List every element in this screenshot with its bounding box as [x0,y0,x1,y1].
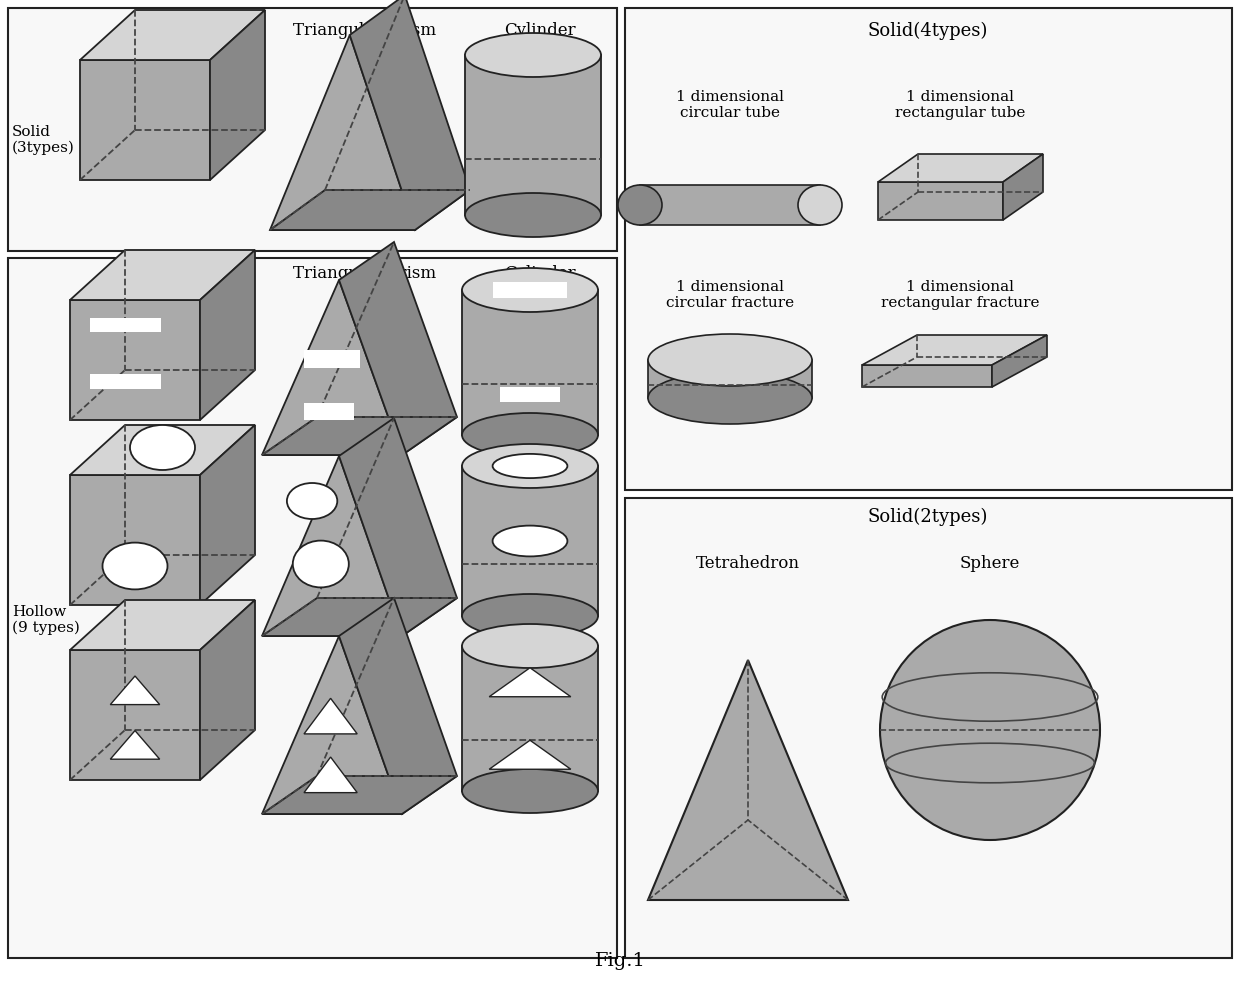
Polygon shape [200,425,255,605]
Polygon shape [69,600,255,650]
Polygon shape [339,598,458,814]
Polygon shape [69,475,200,605]
Polygon shape [200,250,255,420]
Circle shape [880,620,1100,840]
Text: 1 dimensional
circular tube: 1 dimensional circular tube [676,90,784,121]
Ellipse shape [463,769,598,813]
Ellipse shape [492,454,568,478]
Text: 1 dimensional
rectangular tube: 1 dimensional rectangular tube [895,90,1025,121]
Text: 1 dimensional
circular fracture: 1 dimensional circular fracture [666,280,794,310]
Polygon shape [81,60,210,180]
Ellipse shape [103,543,167,590]
Ellipse shape [463,268,598,312]
Polygon shape [490,667,570,697]
Bar [625,498,1233,958]
Bar [7,258,618,958]
Bar [463,646,598,791]
Polygon shape [304,698,357,734]
Ellipse shape [130,425,195,470]
Bar [89,374,161,388]
Text: Hollow
(9 types): Hollow (9 types) [12,605,79,635]
Bar [89,318,161,333]
Text: 1 dimensional
rectangular fracture: 1 dimensional rectangular fracture [880,280,1039,310]
Bar [500,386,560,402]
Text: Solid(4types): Solid(4types) [868,22,988,40]
Ellipse shape [463,624,598,668]
Ellipse shape [799,185,842,225]
Ellipse shape [618,185,662,225]
Polygon shape [69,300,200,420]
Polygon shape [262,776,458,814]
Bar [640,185,820,225]
Polygon shape [69,425,255,475]
Polygon shape [862,335,1047,365]
Text: Cuboid: Cuboid [160,22,219,39]
Polygon shape [339,242,458,455]
Ellipse shape [463,444,598,488]
Polygon shape [210,10,265,180]
Bar [7,8,618,251]
Polygon shape [262,280,402,455]
Polygon shape [339,418,458,636]
Ellipse shape [465,193,601,237]
Polygon shape [262,598,458,636]
Bar [304,402,355,420]
Bar [492,282,568,298]
Bar [304,350,360,368]
Text: Triangular Prism: Triangular Prism [294,22,436,39]
Polygon shape [304,757,357,793]
Ellipse shape [463,413,598,457]
Polygon shape [992,335,1047,387]
Ellipse shape [649,334,812,386]
Polygon shape [490,740,570,769]
Polygon shape [69,250,255,300]
Polygon shape [270,35,415,230]
Polygon shape [878,182,1003,220]
Polygon shape [350,0,470,230]
Ellipse shape [286,483,337,519]
Bar [649,360,812,398]
Polygon shape [1003,154,1043,220]
Polygon shape [110,676,160,704]
Ellipse shape [492,526,568,557]
Text: Triangular Prism: Triangular Prism [294,265,436,282]
Polygon shape [262,636,402,814]
Text: Cylinder: Cylinder [505,265,575,282]
Text: Tetrahedron: Tetrahedron [696,555,800,572]
Ellipse shape [293,541,348,588]
Text: Solid(2types): Solid(2types) [868,508,988,526]
Bar [625,8,1233,490]
Polygon shape [862,365,992,387]
Bar [463,466,598,616]
Ellipse shape [463,594,598,638]
Polygon shape [69,650,200,780]
Bar [465,55,601,215]
Polygon shape [110,731,160,759]
Text: Sphere: Sphere [960,555,1021,572]
Text: Cuboid: Cuboid [160,265,219,282]
Polygon shape [649,660,848,900]
Ellipse shape [465,33,601,77]
Polygon shape [878,154,1043,182]
Bar [463,290,598,435]
Polygon shape [262,417,458,455]
Text: Solid
(3types): Solid (3types) [12,124,74,155]
Ellipse shape [649,372,812,424]
Text: Cylinder: Cylinder [505,22,575,39]
Polygon shape [81,10,265,60]
Polygon shape [200,600,255,780]
Text: Fig.1: Fig.1 [594,952,646,970]
Polygon shape [262,456,402,636]
Polygon shape [270,190,470,230]
